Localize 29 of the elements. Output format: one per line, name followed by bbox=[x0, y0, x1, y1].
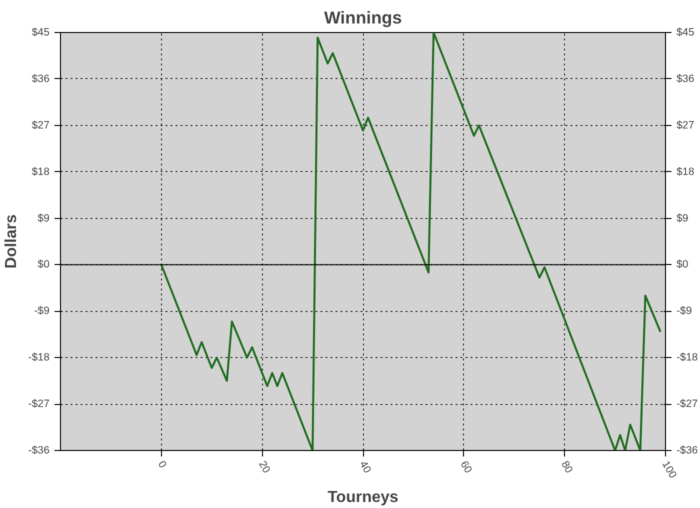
y-tick-label: -$18 bbox=[28, 352, 50, 364]
y-tick-label: $0 bbox=[38, 258, 50, 271]
x-tick-label: 20 bbox=[256, 459, 272, 476]
y2-tick-label: $27 bbox=[676, 119, 694, 132]
y2-tick-label: $18 bbox=[676, 166, 694, 178]
y2-tick-label: -$27 bbox=[676, 398, 698, 410]
x-tick-label: 100 bbox=[659, 459, 679, 480]
y-tick-label: -$27 bbox=[28, 398, 50, 410]
y2-tick-label: $0 bbox=[676, 258, 688, 271]
x-tick-label: 80 bbox=[558, 459, 575, 476]
y-tick-label: -$9 bbox=[34, 305, 50, 318]
x-tick-label: 60 bbox=[458, 459, 474, 476]
x-axis-title: Tourneys bbox=[328, 488, 399, 506]
y2-tick-label: -$36 bbox=[676, 444, 698, 456]
y2-tick-label: -$9 bbox=[676, 305, 692, 318]
y-tick-label: -$36 bbox=[28, 444, 50, 456]
y-tick-label: $9 bbox=[38, 212, 50, 224]
chart-title: Winnings bbox=[324, 8, 402, 28]
y-axis-title: Dollars bbox=[3, 214, 20, 269]
y-tick-label: $18 bbox=[32, 166, 50, 178]
y-tick-label: $45 bbox=[32, 26, 50, 38]
y-tick-label: $27 bbox=[32, 119, 50, 132]
x-tick-label: 40 bbox=[356, 459, 374, 476]
y2-tick-label: $9 bbox=[676, 212, 688, 224]
y2-tick-label: -$18 bbox=[676, 352, 698, 364]
y-tick-label: $36 bbox=[32, 72, 50, 85]
y2-tick-label: $36 bbox=[676, 72, 694, 85]
x-tick-label: 0 bbox=[155, 459, 169, 470]
y2-tick-label: $45 bbox=[676, 26, 694, 38]
